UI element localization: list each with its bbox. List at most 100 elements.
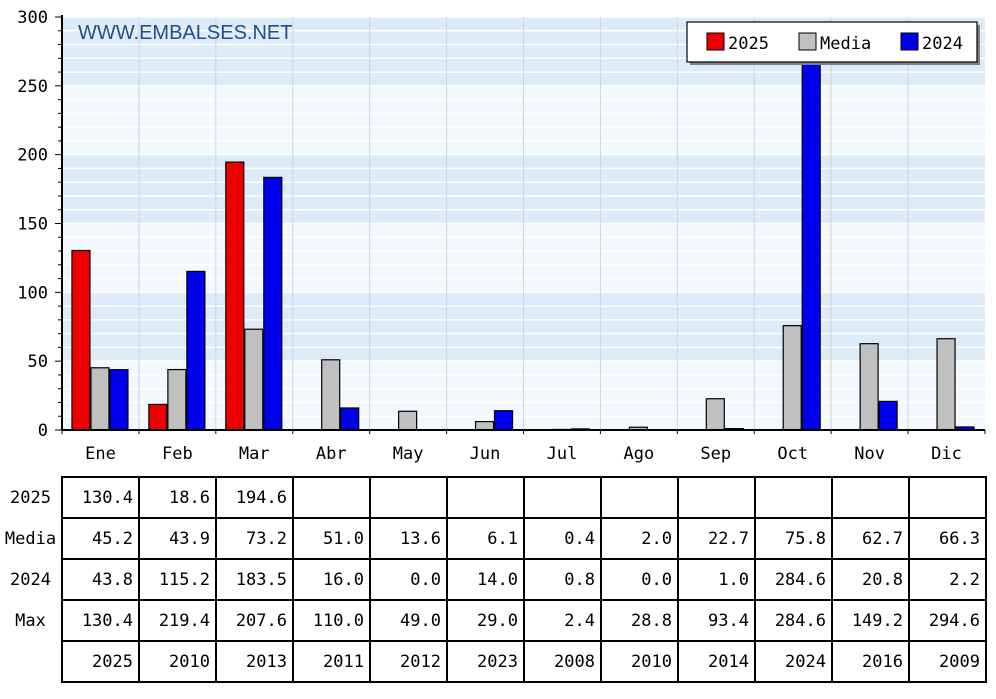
x-tick-label-may: May [393,444,424,464]
table-cell: 43.9 [138,517,217,560]
table-cell: 2016 [831,640,910,683]
table-cell: 2008 [523,640,602,683]
bar-2025-feb [148,403,168,431]
table-cell: 22.7 [677,517,756,560]
bar-media-abr [321,359,341,431]
table-cell: 45.2 [61,517,140,560]
table-cell: 51.0 [292,517,371,560]
table-row-label: Max [15,610,46,631]
table-cell [369,476,448,519]
y-tick-label: 50 [28,352,48,372]
table-cell: 2.4 [523,599,602,642]
y-tick-label: 0 [38,421,48,441]
table-cell: 2010 [138,640,217,683]
table-cell: 2009 [908,640,987,683]
x-tick-label-sep: Sep [700,444,731,464]
table-cell: 73.2 [215,517,294,560]
table-cell: 2.0 [600,517,679,560]
bar-media-mar [244,328,264,431]
table-row: 2025 2010 2013 2011 2012 2023 2008 2010 2014 2024… [0,640,987,683]
bar-media-dic [936,338,956,431]
bar-2024-abr [340,407,360,431]
table-cell: 6.1 [446,517,525,560]
table-cell: 284.6 [754,558,833,601]
legend-swatch-2024 [900,32,919,51]
bar-media-oct [782,325,802,431]
table-cell: 110.0 [292,599,371,642]
y-tick-label: 200 [17,146,48,166]
legend: 2025 Media 2024 [686,21,980,65]
x-tick-label-mar: Mar [239,444,270,464]
x-tick-label-feb: Feb [162,444,193,464]
table-cell: 207.6 [215,599,294,642]
table-cell [600,476,679,519]
table-cell: 2024 [754,640,833,683]
data-table: 2025 130.4 18.6 194.6 Media 45.2 43.9 73.2 51.0 1… [0,476,987,683]
table-cell [292,476,371,519]
table-cell: 16.0 [292,558,371,601]
table-cell: 2.2 [908,558,987,601]
table-cell: 2013 [215,640,294,683]
table-cell: 2025 [61,640,140,683]
table-cell: 0.8 [523,558,602,601]
table-cell: 2011 [292,640,371,683]
table-cell: 18.6 [138,476,217,519]
x-tick-label-ago: Ago [624,444,655,464]
bar-2025-mar [225,161,245,431]
table-cell: 115.2 [138,558,217,601]
x-tick-label-jun: Jun [470,444,501,464]
table-cell: 62.7 [831,517,910,560]
y-tick-label: 300 [17,8,48,28]
table-row: 2024 43.8 115.2 183.5 16.0 0.0 14.0 0.8 0.0 1.0 28… [0,558,987,601]
legend-label-2025: 2025 [728,34,769,54]
table-cell: 20.8 [831,558,910,601]
table-cell: 49.0 [369,599,448,642]
x-tick-label-dic: Dic [931,444,962,464]
y-tick-label: 250 [17,77,48,97]
table-cell: 1.0 [677,558,756,601]
table-row: Media 45.2 43.9 73.2 51.0 13.6 6.1 0.4 2.0 22.7 75… [0,517,987,560]
table-cell: 0.4 [523,517,602,560]
table-cell: 2012 [369,640,448,683]
table-cell: 29.0 [446,599,525,642]
table-row-label: 2024 [10,569,51,590]
bar-2024-jun [493,410,514,431]
bar-media-jun [474,421,495,431]
table-cell [754,476,833,519]
table-cell: 2014 [677,640,756,683]
table-cell: 93.4 [677,599,756,642]
table-row-label: 2025 [10,487,51,508]
table-cell: 0.0 [600,558,679,601]
x-tick-label-nov: Nov [854,444,885,464]
table-row-label: Media [4,528,57,549]
bar-media-may [398,410,418,431]
rainfall-bar-chart: WWW.EMBALSES.NET 0 50 100 150 200 250 300 Ene F… [17,8,986,464]
bar-2024-ene [109,369,129,431]
bar-2024-nov [878,400,898,431]
table-cell: 75.8 [754,517,833,560]
axes [55,15,986,434]
table-cell: 149.2 [831,599,910,642]
legend-label-media: Media [820,34,871,54]
table-row: 2025 130.4 18.6 194.6 [0,476,987,519]
table-cell: 284.6 [754,599,833,642]
table-row-label [0,641,62,682]
bar-media-ene [90,367,110,431]
table-cell: 2023 [446,640,525,683]
table-cell: 294.6 [908,599,987,642]
legend-label-2024: 2024 [922,34,963,54]
y-tick-label: 150 [17,215,48,235]
table-row: Max 130.4 219.4 207.6 110.0 49.0 29.0 2.4 28.8 93… [0,599,987,642]
table-cell: 43.8 [61,558,140,601]
table-cell: 13.6 [369,517,448,560]
table-cell: 130.4 [61,599,140,642]
bar-2024-feb [186,270,206,431]
bar-2025-ene [71,249,91,431]
table-cell [908,476,987,519]
table-cell [677,476,756,519]
table-cell: 28.8 [600,599,679,642]
bar-media-nov [859,343,879,431]
bar-media-feb [167,368,187,431]
y-tick-label: 100 [17,283,48,303]
bar-media-sep [705,398,725,431]
